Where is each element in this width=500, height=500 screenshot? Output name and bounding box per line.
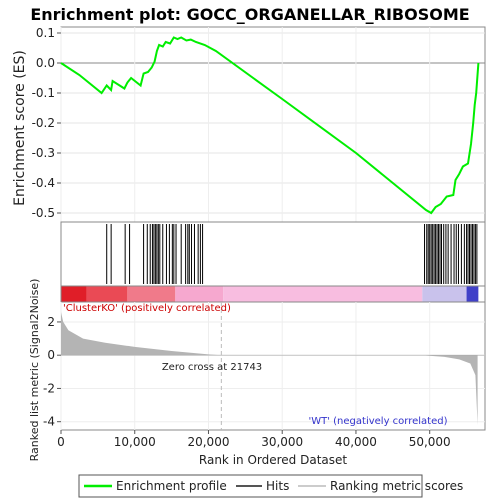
x-tick-label: 10,000	[114, 435, 156, 449]
metric-axis-label: Ranked list metric (Signal2Noise)	[28, 279, 41, 462]
color-bar-segment	[175, 286, 224, 302]
x-axis-label: Rank in Ordered Dataset	[199, 453, 347, 467]
es-axis-label: Enrichment score (ES)	[12, 50, 28, 206]
x-tick-label: 40,000	[335, 435, 377, 449]
zero-cross-label: Zero cross at 21743	[162, 362, 262, 373]
es-tick-label: 0.1	[36, 26, 55, 40]
legend-enrichment-profile: Enrichment profile	[116, 479, 227, 493]
enrichment-profile-line	[60, 36, 480, 215]
legend: Enrichment profile Hits Ranking metric s…	[78, 474, 463, 498]
color-bar-segment	[127, 286, 176, 302]
metric-tick-label: -4	[43, 415, 55, 429]
es-tick-label: -0.5	[32, 206, 55, 220]
es-tick-label: -0.2	[32, 116, 55, 130]
color-bar-segment	[223, 286, 423, 302]
color-bar-segment	[422, 286, 467, 302]
positive-correlation-label: 'ClusterKO' (positively correlated)	[63, 303, 231, 314]
es-panel	[60, 26, 486, 223]
color-bar-segment	[61, 286, 87, 302]
x-tick-label: 50,000	[409, 435, 451, 449]
x-tick-label: 30,000	[261, 435, 303, 449]
hits-panel	[60, 221, 486, 287]
color-bar-segment	[466, 286, 479, 302]
metric-panel	[60, 301, 486, 431]
x-tick-label: 0	[57, 435, 65, 449]
es-tick-label: -0.1	[32, 86, 55, 100]
es-tick-label: 0.0	[36, 56, 55, 70]
metric-tick-label: -2	[43, 381, 55, 395]
legend-hits: Hits	[266, 479, 289, 493]
rank-color-bar	[60, 285, 486, 303]
color-bar-segment	[86, 286, 128, 302]
es-tick-label: -0.3	[32, 146, 55, 160]
negative-correlation-label: 'WT' (negatively correlated)	[308, 416, 447, 427]
metric-tick-label: 0	[47, 348, 55, 362]
metric-tick-label: 2	[47, 315, 55, 329]
es-tick-label: -0.4	[32, 176, 55, 190]
legend-ranking-metric: Ranking metric scores	[330, 479, 463, 493]
x-tick-label: 20,000	[187, 435, 229, 449]
chart-title: Enrichment plot: GOCC_ORGANELLAR_RIBOSOM…	[30, 5, 469, 24]
